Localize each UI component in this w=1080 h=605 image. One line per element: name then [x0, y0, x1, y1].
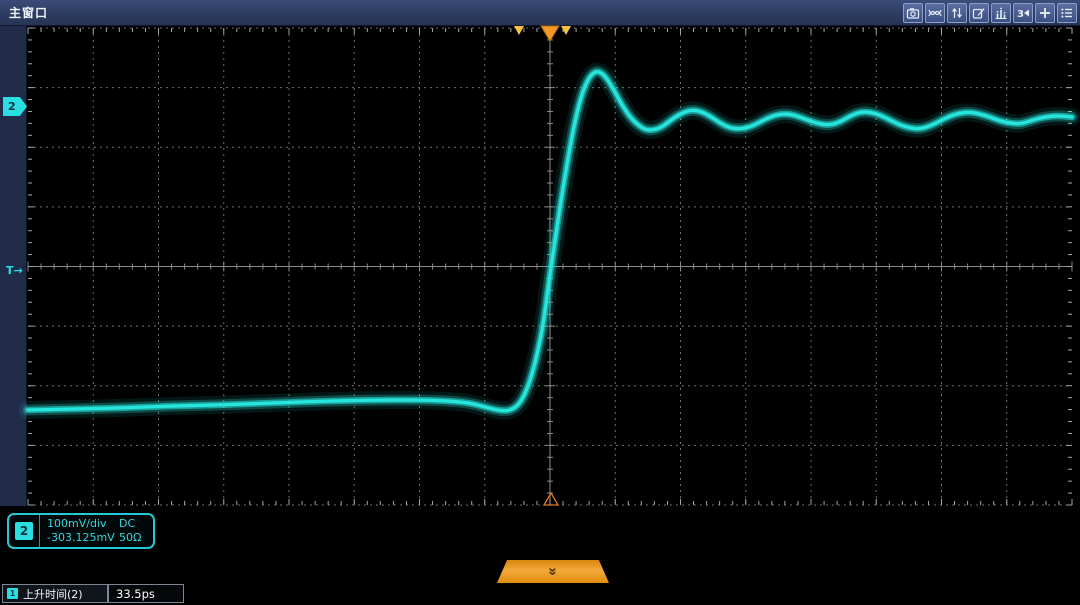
arrows-updown-button[interactable] — [947, 3, 967, 23]
waveform-xy-button[interactable] — [925, 3, 945, 23]
audio-3-icon: 3 — [1016, 6, 1030, 20]
measurement-label: 上升时间(2) — [23, 587, 83, 601]
channel-coupling: DC — [119, 517, 136, 530]
add-icon — [1038, 6, 1052, 20]
measurement-value: 33.5ps — [116, 586, 155, 601]
waveform-xy-icon — [928, 6, 942, 20]
screenshot-button[interactable] — [903, 3, 923, 23]
channel-2-ground-marker[interactable]: 2 — [3, 97, 27, 116]
trigger-markers — [514, 25, 571, 506]
trigger-position-marker[interactable] — [540, 25, 560, 42]
menu-list-button[interactable] — [1057, 3, 1077, 23]
annotate-icon — [972, 6, 986, 20]
right-gate-marker[interactable] — [561, 26, 571, 35]
bottom-drawer-button[interactable]: » — [497, 560, 609, 583]
histogram-icon — [994, 6, 1008, 20]
channel-offset: -303.125mV — [47, 531, 115, 544]
channel-2-badge: 2 — [15, 522, 33, 540]
screenshot-camera-icon — [906, 6, 920, 20]
toolbar: 3 — [903, 3, 1077, 23]
channel-2-settings: 100mV/div DC -303.125mV 50Ω — [40, 515, 153, 547]
left-marker-strip: 2 T→ — [0, 26, 27, 506]
channel-2-badge-wrap: 2 — [9, 515, 40, 547]
measurement-source-icon: 1 — [7, 588, 18, 599]
histogram-button[interactable] — [991, 3, 1011, 23]
chevrons-down-icon: » — [544, 567, 562, 576]
title-bar: 主窗口 3 — [0, 0, 1080, 26]
measurement-label-cell[interactable]: 1 上升时间(2) — [2, 584, 108, 603]
channel-scale: 100mV/div — [47, 517, 107, 530]
channel-2-info-box[interactable]: 2 100mV/div DC -303.125mV 50Ω — [7, 513, 155, 549]
annotate-button[interactable] — [969, 3, 989, 23]
delay-reference-marker[interactable] — [542, 491, 560, 506]
audio-button[interactable]: 3 — [1013, 3, 1033, 23]
svg-text:3: 3 — [1017, 9, 1024, 20]
arrows-updown-icon — [950, 6, 964, 20]
menu-list-icon — [1060, 6, 1074, 20]
window-title: 主窗口 — [9, 6, 49, 20]
channel-termination: 50Ω — [119, 531, 142, 544]
add-button[interactable] — [1035, 3, 1055, 23]
scope-display — [19, 25, 1080, 506]
measurement-value-cell: 33.5ps — [108, 584, 184, 603]
trigger-level-marker[interactable]: T→ — [6, 264, 23, 277]
measurement-bar: 1 上升时间(2) 33.5ps — [2, 584, 184, 603]
waveform-trace-ch2 — [19, 62, 1080, 420]
left-gate-marker[interactable] — [514, 26, 524, 35]
